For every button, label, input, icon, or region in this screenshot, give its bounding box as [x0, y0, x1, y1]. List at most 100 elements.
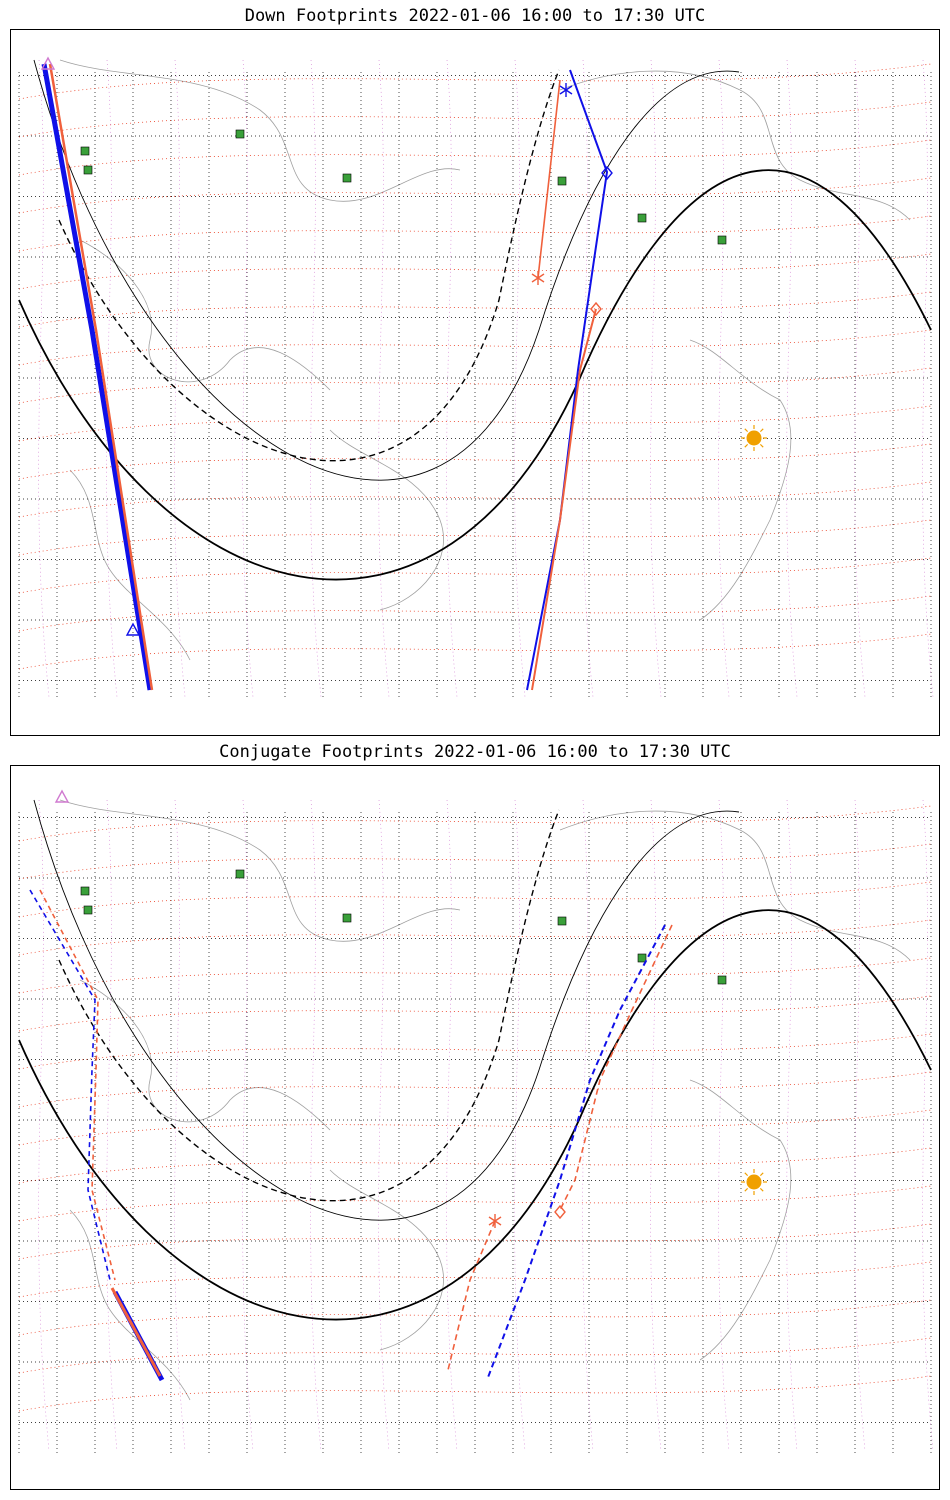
mag-lon-line — [718, 59, 730, 698]
mag-lon-line — [786, 799, 798, 1452]
mag-lat-line — [18, 443, 932, 480]
coastline — [689, 1079, 792, 1361]
eiscat-purple-triangle-icon — [125, 622, 141, 636]
mag-lon-line — [446, 59, 458, 698]
end-asterisk-icon — [559, 85, 573, 95]
terminator-100km — [33, 799, 740, 1221]
mag-lat-line — [18, 329, 932, 366]
mag-lat-line — [18, 101, 932, 138]
start-diamond-icon — [590, 301, 602, 317]
mag-lat-line — [18, 139, 932, 176]
terminator-ground — [18, 909, 932, 1321]
coastline — [79, 239, 331, 391]
mag-lat-line — [18, 1299, 932, 1336]
mag-lon-line — [650, 799, 662, 1452]
mag-lon-line — [786, 59, 798, 698]
map-frame-conjugate — [10, 765, 940, 1490]
mag-lon-line — [922, 799, 934, 1452]
mag-lat-line — [18, 481, 932, 518]
terminator-400km — [58, 69, 560, 462]
end-asterisk-icon — [531, 273, 545, 283]
vlf-green-square-icon — [342, 913, 352, 923]
mag-lat-line — [18, 1033, 932, 1070]
sun-icon — [746, 1174, 762, 1190]
sun-ray — [759, 1187, 764, 1192]
elfin-b-track — [537, 79, 561, 279]
footprint-map-down — [18, 56, 934, 699]
mag-lon-line — [514, 59, 526, 698]
vlf-green-square-icon — [637, 213, 647, 223]
terminator-100km — [33, 59, 740, 481]
mag-lat-line — [18, 519, 932, 556]
coastline — [69, 469, 191, 661]
coastline — [59, 799, 461, 942]
mag-lon-line — [854, 59, 866, 698]
terminator-400km — [58, 809, 560, 1202]
mag-lon-line — [310, 59, 322, 698]
mag-lat-line — [18, 215, 932, 252]
mag-lon-line — [242, 799, 254, 1452]
eiscat-purple-triangle-icon — [40, 56, 56, 70]
sun-ray — [759, 1172, 764, 1177]
vlf-green-square-icon — [717, 975, 727, 985]
mag-lat-line — [18, 177, 932, 214]
mag-lon-line — [106, 59, 118, 698]
elfin-a-track — [29, 889, 111, 1281]
sun-ray — [744, 1187, 749, 1192]
mag-lat-line — [18, 957, 932, 994]
mag-lon-line — [378, 59, 390, 698]
mag-lat-line — [18, 1071, 932, 1108]
vlf-green-square-icon — [557, 176, 567, 186]
coastline — [559, 70, 911, 221]
coastline — [329, 429, 444, 611]
vlf-green-square-icon — [80, 146, 90, 156]
mag-lat-line — [18, 1147, 932, 1184]
sun-ray — [744, 428, 749, 433]
elfin-a-track — [526, 69, 609, 691]
sun-ray — [744, 443, 749, 448]
mag-lon-line — [582, 59, 594, 698]
mag-lat-line — [18, 253, 932, 290]
mag-lat-line — [18, 367, 932, 404]
vlf-green-square-icon — [717, 235, 727, 245]
mag-lat-line — [18, 1185, 932, 1222]
mag-lat-line — [18, 557, 932, 594]
coastline — [559, 810, 911, 961]
mag-lat-line — [18, 805, 932, 842]
start-diamond-icon — [601, 165, 613, 181]
mag-lat-line — [18, 1223, 932, 1260]
mag-lat-line — [18, 1337, 932, 1374]
coastline — [69, 1209, 191, 1401]
start-diamond-icon — [554, 1204, 566, 1220]
vlf-green-square-icon — [557, 916, 567, 926]
vlf-green-square-icon — [235, 129, 245, 139]
mag-lat-line — [18, 881, 932, 918]
mag-lon-line — [174, 799, 186, 1452]
mag-lat-line — [18, 405, 932, 442]
mag-lat-line — [18, 63, 932, 100]
mag-lon-line — [582, 799, 594, 1452]
vlf-green-square-icon — [83, 905, 93, 915]
elfin-b-track — [531, 308, 597, 691]
vlf-green-square-icon — [83, 165, 93, 175]
sun-ray — [744, 1172, 749, 1177]
elfin-b-track — [39, 889, 116, 1281]
mag-lon-line — [38, 799, 50, 1452]
mag-lon-line — [310, 799, 322, 1452]
panel-title-down: Down Footprints 2022-01-06 16:00 to 17:3… — [244, 6, 706, 26]
mag-lon-line — [718, 799, 730, 1452]
mag-lat-line — [18, 291, 932, 328]
end-asterisk-icon — [488, 1216, 502, 1226]
coastline — [329, 1169, 444, 1351]
vlf-green-square-icon — [637, 953, 647, 963]
coastline — [59, 59, 461, 202]
terminator-ground — [18, 169, 932, 581]
elfin-b-track-science — [110, 1287, 162, 1377]
panel-title-conjugate: Conjugate Footprints 2022-01-06 16:00 to… — [219, 742, 731, 762]
footprint-map-conjugate — [18, 789, 934, 1453]
eiscat-purple-triangle-icon — [54, 789, 70, 803]
mag-lon-line — [378, 799, 390, 1452]
mag-lat-line — [18, 1109, 932, 1146]
sun-icon — [746, 430, 762, 446]
vlf-green-square-icon — [235, 869, 245, 879]
